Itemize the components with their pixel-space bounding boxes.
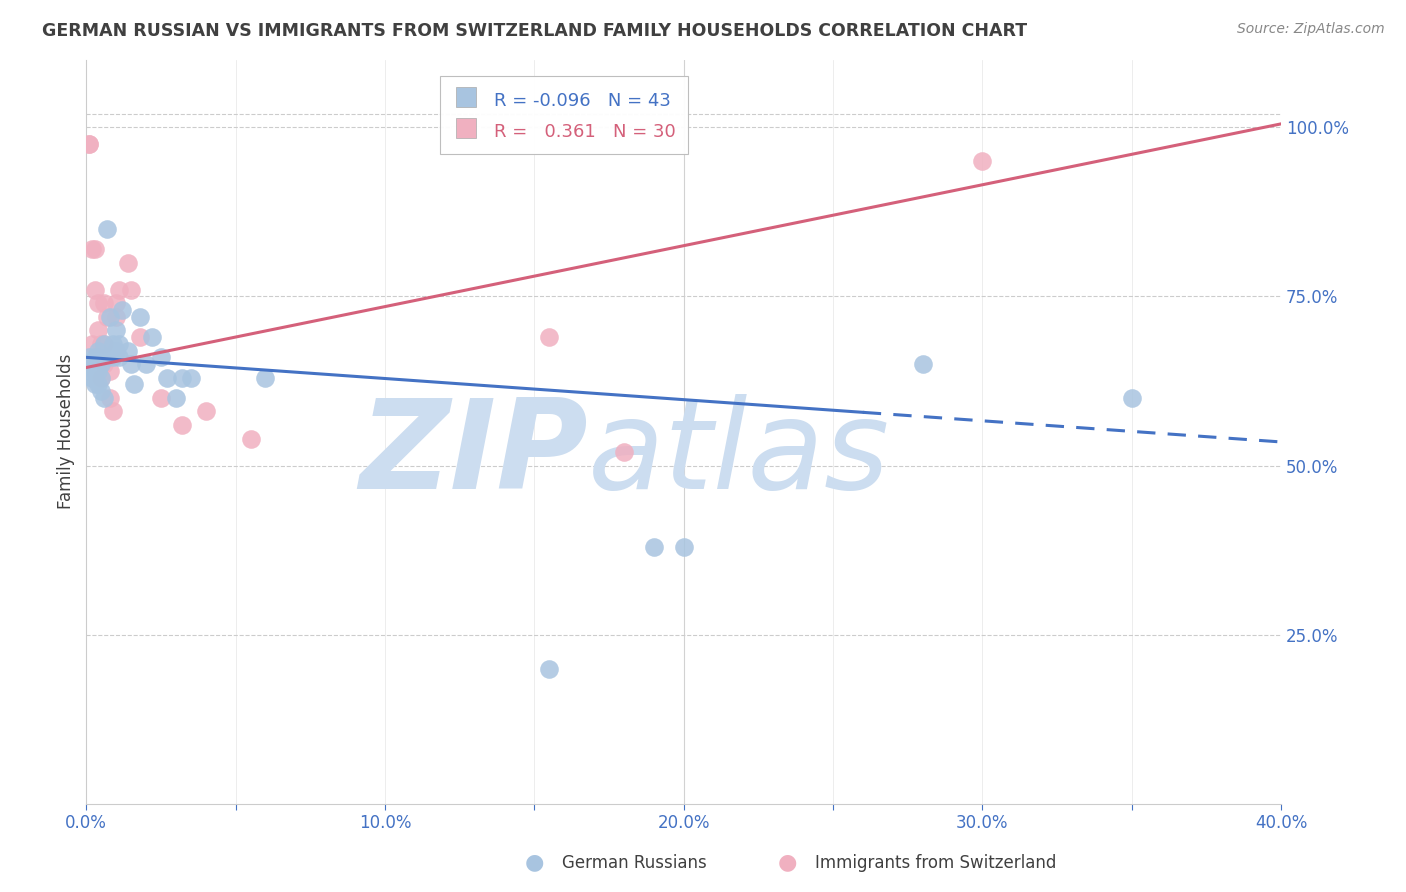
Point	[77, 351, 100, 365]
Point	[156, 370, 179, 384]
Point	[90, 370, 112, 384]
Point	[108, 336, 131, 351]
Point	[93, 391, 115, 405]
Text: GERMAN RUSSIAN VS IMMIGRANTS FROM SWITZERLAND FAMILY HOUSEHOLDS CORRELATION CHAR: GERMAN RUSSIAN VS IMMIGRANTS FROM SWITZE…	[42, 22, 1028, 40]
Point	[77, 137, 100, 152]
Point	[93, 336, 115, 351]
Point	[93, 357, 115, 371]
Point	[77, 364, 100, 378]
Point	[105, 296, 128, 310]
Point	[101, 336, 124, 351]
Point	[149, 391, 172, 405]
Legend: R = -0.096   N = 43, R =   0.361   N = 30: R = -0.096 N = 43, R = 0.361 N = 30	[440, 76, 689, 154]
Text: Source: ZipAtlas.com: Source: ZipAtlas.com	[1237, 22, 1385, 37]
Point	[90, 357, 112, 371]
Point	[149, 351, 172, 365]
Point	[105, 310, 128, 324]
Point	[538, 662, 561, 676]
Point	[96, 221, 118, 235]
Point	[111, 303, 134, 318]
Point	[82, 357, 104, 371]
Point	[87, 296, 110, 310]
Text: ●: ●	[778, 853, 797, 872]
Point	[101, 351, 124, 365]
Point	[87, 343, 110, 358]
Point	[90, 336, 112, 351]
Point	[108, 351, 131, 365]
Text: ZIP: ZIP	[360, 393, 588, 515]
Point	[84, 364, 107, 378]
Point	[87, 323, 110, 337]
Point	[105, 323, 128, 337]
Point	[141, 330, 163, 344]
Point	[93, 296, 115, 310]
Point	[254, 370, 277, 384]
Point	[170, 417, 193, 432]
Point	[972, 154, 994, 169]
Point	[82, 336, 104, 351]
Point	[84, 377, 107, 392]
Point	[108, 283, 131, 297]
Point	[129, 330, 152, 344]
Text: ●: ●	[524, 853, 544, 872]
Point	[911, 357, 934, 371]
Point	[84, 283, 107, 297]
Point	[101, 404, 124, 418]
Point	[672, 540, 695, 554]
Point	[538, 330, 561, 344]
Point	[120, 283, 142, 297]
Point	[165, 391, 187, 405]
Point	[180, 370, 202, 384]
Point	[77, 137, 100, 152]
Point	[1121, 391, 1143, 405]
Point	[82, 242, 104, 256]
Point	[129, 310, 152, 324]
Text: German Russians: German Russians	[562, 855, 707, 872]
Point	[84, 242, 107, 256]
Point	[98, 310, 121, 324]
Point	[239, 432, 262, 446]
Point	[84, 351, 107, 365]
Point	[643, 540, 665, 554]
Point	[117, 343, 139, 358]
Point	[105, 343, 128, 358]
Point	[98, 364, 121, 378]
Point	[135, 357, 157, 371]
Point	[98, 391, 121, 405]
Point	[194, 404, 217, 418]
Point	[120, 357, 142, 371]
Point	[117, 255, 139, 269]
Point	[93, 336, 115, 351]
Point	[96, 310, 118, 324]
Point	[613, 445, 636, 459]
Point	[87, 351, 110, 365]
Point	[90, 370, 112, 384]
Text: Immigrants from Switzerland: Immigrants from Switzerland	[815, 855, 1057, 872]
Point	[87, 364, 110, 378]
Point	[170, 370, 193, 384]
Point	[90, 384, 112, 399]
Point	[82, 370, 104, 384]
Point	[122, 377, 145, 392]
Y-axis label: Family Households: Family Households	[58, 354, 75, 509]
Text: atlas: atlas	[588, 393, 890, 515]
Point	[96, 351, 118, 365]
Point	[87, 377, 110, 392]
